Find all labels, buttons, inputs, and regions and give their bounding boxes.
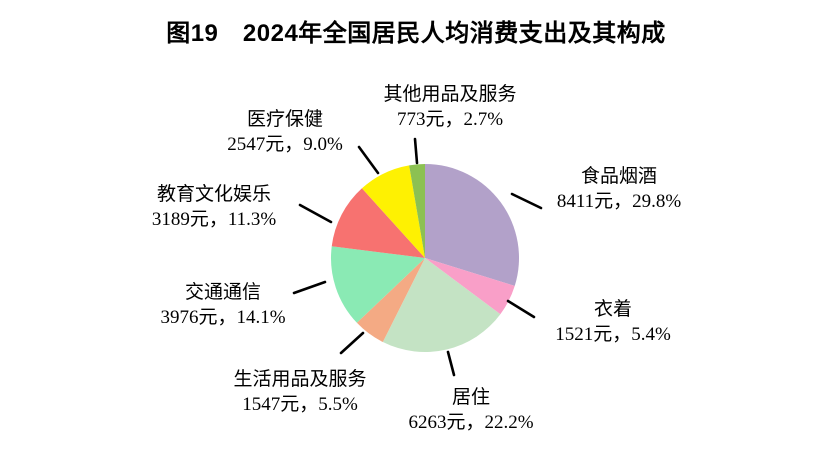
slice-label-education-culture-entertainment: 教育文化娱乐 3189元，11.3% xyxy=(152,182,276,232)
slice-label-name: 居住 xyxy=(451,387,491,408)
leader-line-clothing xyxy=(506,299,536,319)
slice-label-value: 3189元，11.3% xyxy=(151,209,277,230)
slice-label-clothing: 衣着 1521元，5.4% xyxy=(555,297,671,347)
slice-label-healthcare: 医疗保健 2547元，9.0% xyxy=(227,107,343,157)
slice-label-value: 8411元，29.8% xyxy=(556,191,682,212)
pie-slice-housing xyxy=(382,258,501,353)
figure-title: 图19 2024年全国居民人均消费支出及其构成 xyxy=(166,20,666,47)
pie-slice-clothing xyxy=(425,258,515,315)
slice-label-housing: 居住 6263元，22.2% xyxy=(408,385,533,435)
slice-label-value: 1547元，5.5% xyxy=(242,394,358,415)
leader-line-other-goods-services xyxy=(413,137,419,165)
slice-label-value: 3976元，14.1% xyxy=(160,307,286,328)
pie-slice-food-tobacco-alcohol xyxy=(425,164,520,286)
leader-line-housing xyxy=(446,350,456,377)
slice-label-name: 生活用品及服务 xyxy=(233,369,367,390)
slice-label-name: 交通通信 xyxy=(184,282,262,303)
slice-label-value: 2547元，9.0% xyxy=(227,134,343,155)
slice-label-food-tobacco-alcohol: 食品烟酒 8411元，29.8% xyxy=(557,164,681,214)
slice-label-value: 1521元，5.4% xyxy=(555,324,671,345)
pie-slice-household-goods-services xyxy=(356,258,425,343)
slice-label-transport-communication: 交通通信 3976元，14.1% xyxy=(160,280,285,330)
slice-label-name: 衣着 xyxy=(593,299,633,320)
slice-label-name: 其他用品及服务 xyxy=(383,84,517,105)
slice-label-name: 食品烟酒 xyxy=(580,166,657,187)
pie-slice-healthcare xyxy=(361,165,425,258)
slice-label-name: 教育文化娱乐 xyxy=(156,184,271,205)
leader-line-education-culture-entertainment xyxy=(298,203,333,224)
leader-line-household-goods-services xyxy=(339,331,365,355)
leader-line-food-tobacco-alcohol xyxy=(510,192,543,210)
pie-slice-education-culture-entertainment xyxy=(331,188,425,258)
pie-slice-other-goods-services xyxy=(409,164,425,258)
leader-lines-group xyxy=(292,137,543,377)
pie-slices-group xyxy=(330,164,520,353)
slice-label-name: 医疗保健 xyxy=(246,109,324,130)
pie-slice-transport-communication xyxy=(330,246,425,323)
leader-line-healthcare xyxy=(357,145,380,175)
leader-line-transport-communication xyxy=(292,280,327,295)
slice-label-value: 773元，2.7% xyxy=(396,109,504,130)
slice-label-value: 6263元，22.2% xyxy=(408,412,534,433)
slice-label-household-goods-services: 生活用品及服务 1547元，5.5% xyxy=(233,367,366,417)
slice-label-other-goods-services: 其他用品及服务 773元，2.7% xyxy=(383,82,516,132)
